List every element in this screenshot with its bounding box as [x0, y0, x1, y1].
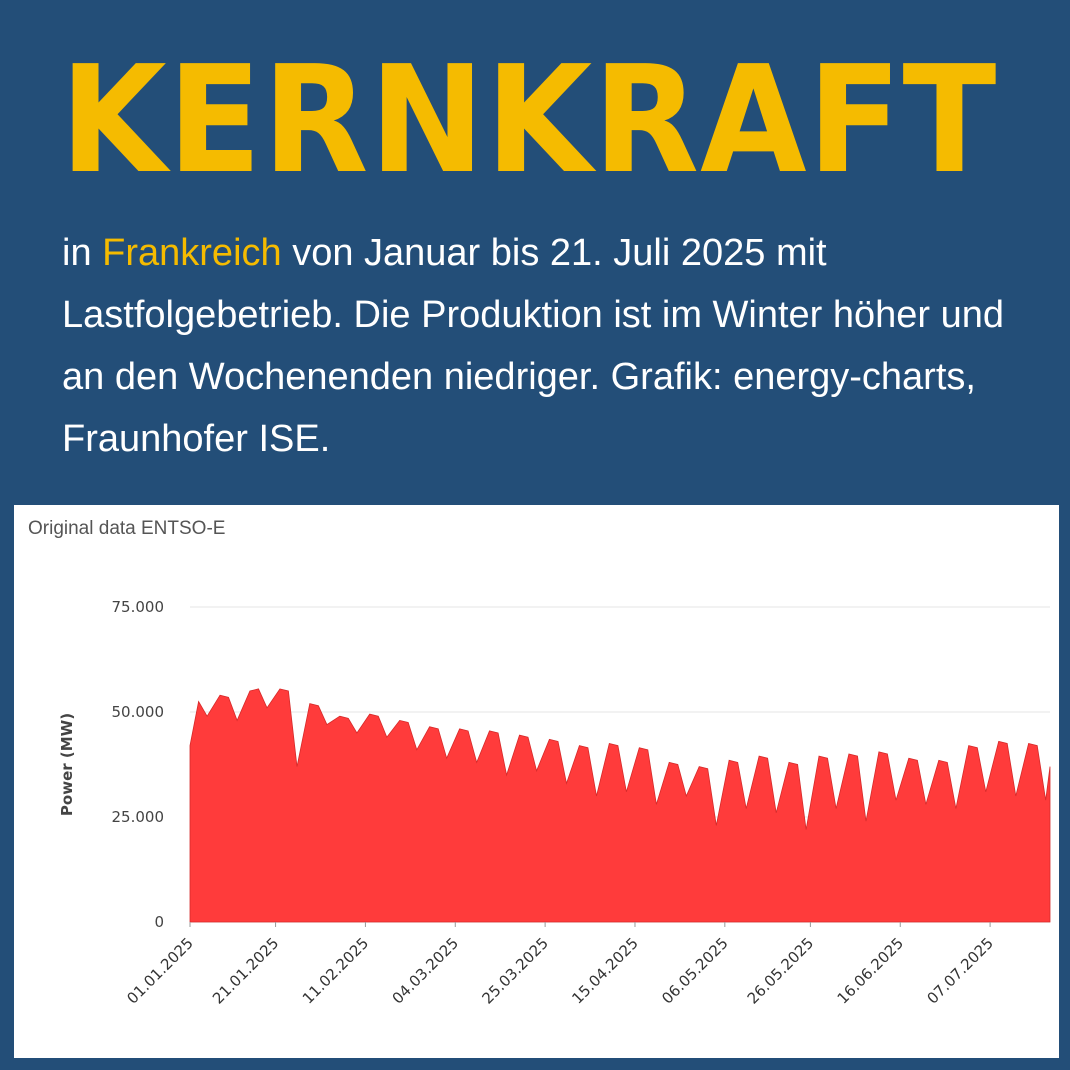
x-tick-label: 07.07.2025 — [923, 934, 996, 1007]
y-tick-label: 25.000 — [112, 808, 165, 826]
intro-highlight-country: Frankreich — [102, 232, 282, 274]
x-tick-label: 26.05.2025 — [744, 934, 817, 1007]
y-tick-label: 50.000 — [112, 703, 165, 721]
intro-part-1: in — [62, 232, 103, 274]
chart-card: Original data ENTSO-E 0 25.000 50.000 75.00… — [14, 505, 1059, 1058]
intro-text: in Frankreich von Januar bis 21. Juli 20… — [62, 222, 1022, 470]
x-tick-label: 15.04.2025 — [568, 934, 641, 1007]
headline-title: KERNKRAFT — [60, 34, 998, 206]
y-axis-label: Power (MW) — [58, 713, 76, 816]
x-tick-label: 01.01.2025 — [123, 934, 196, 1007]
x-tick-label: 25.03.2025 — [478, 934, 551, 1007]
chart-source-label: Original data ENTSO-E — [28, 518, 226, 539]
y-tick-label: 0 — [154, 913, 164, 931]
power-area-series — [189, 688, 1051, 923]
x-tick-label: 11.02.2025 — [299, 934, 372, 1007]
x-tick-label: 21.01.2025 — [209, 934, 282, 1007]
x-tick-label: 04.03.2025 — [389, 934, 462, 1007]
x-tick-label: 06.05.2025 — [658, 934, 731, 1007]
intro-part-2: von Januar bis 21. Juli 2025 mit Lastfol… — [62, 232, 1005, 460]
y-tick-label: 75.000 — [112, 598, 165, 616]
x-tick-label: 16.06.2025 — [834, 934, 907, 1007]
